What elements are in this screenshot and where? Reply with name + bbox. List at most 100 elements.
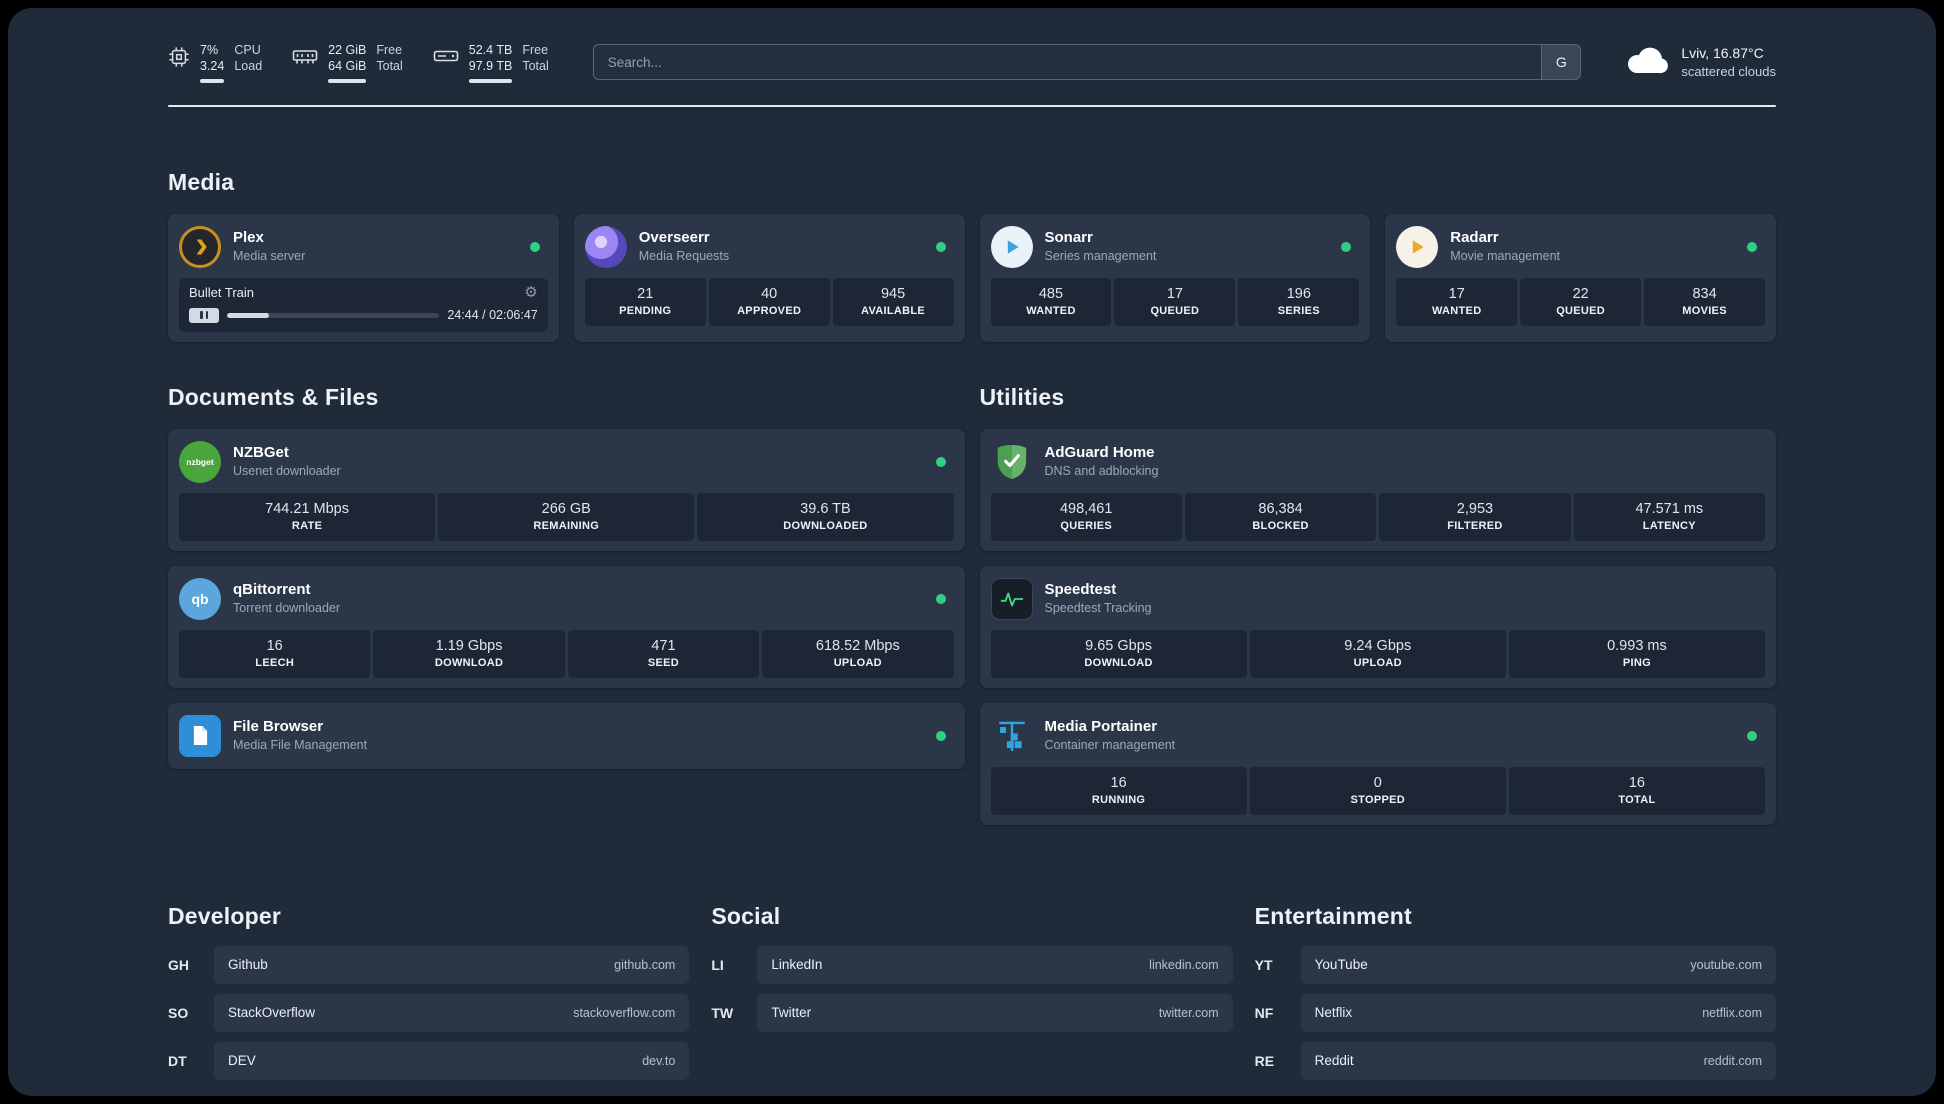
stat-tile: 9.65 Gbps DOWNLOAD xyxy=(990,629,1247,678)
stat-label: STOPPED xyxy=(1350,793,1405,806)
bookmark-domain: netflix.com xyxy=(1702,1005,1762,1020)
stat-label: RATE xyxy=(291,519,323,532)
bookmark-abbr: NF xyxy=(1254,1004,1274,1021)
stat-tile: 16 RUNNING xyxy=(990,766,1247,815)
stat-tile: 196 SERIES xyxy=(1238,277,1360,326)
search-engine-button[interactable]: G xyxy=(1541,44,1582,81)
app-title: NZBGet xyxy=(233,443,289,461)
bookmark-abbr: RE xyxy=(1254,1052,1275,1069)
weather-location: Lviv, 16.87°C xyxy=(1681,45,1764,62)
app-card-plex[interactable]: Plex Media server Bullet Train ⚙ 24:44 /… xyxy=(168,213,559,342)
cpu-meter-bar xyxy=(200,78,225,83)
app-card-radarr[interactable]: Radarr Movie management 17 WANTED 22 QUE… xyxy=(1385,213,1776,342)
nzbget-icon: nzbget xyxy=(179,440,221,483)
disk-free-label: Free xyxy=(522,43,549,57)
stat-tile: 1.19 Gbps DOWNLOAD xyxy=(373,629,565,678)
stat-label: SERIES xyxy=(1277,304,1320,317)
bookmark-link-linkedin[interactable]: LinkedIn linkedin.com xyxy=(757,945,1233,984)
app-card-portainer[interactable]: Media Portainer Container management 16 … xyxy=(979,702,1776,825)
bookmark-row: SO StackOverflow stackoverflow.com xyxy=(168,993,690,1032)
bookmark-row: YT YouTube youtube.com xyxy=(1255,945,1776,984)
app-card-nzbget[interactable]: nzbget NZBGet Usenet downloader 744.21 M… xyxy=(168,428,965,551)
stat-label: SEED xyxy=(647,656,680,669)
stat-label: AVAILABLE xyxy=(861,304,926,317)
stat-tile: 498,461 QUERIES xyxy=(990,492,1182,541)
bookmarks-area: Developer GH Github github.com SO StackO… xyxy=(168,903,1776,1097)
app-title: AdGuard Home xyxy=(1044,443,1155,461)
app-card-overseerr[interactable]: Overseerr Media Requests 21 PENDING 40 A… xyxy=(573,213,965,342)
disk-total-value: 97.9 TB xyxy=(468,59,513,74)
stat-value: 47.571 ms xyxy=(1635,500,1704,517)
stat-tile: 40 APPROVED xyxy=(708,277,830,326)
app-subtitle: Series management xyxy=(1044,249,1157,264)
bookmark-domain: stackoverflow.com xyxy=(573,1005,676,1020)
bookmark-link-github[interactable]: Github github.com xyxy=(214,945,690,984)
stat-label: WANTED xyxy=(1431,304,1482,317)
stat-value: 17 xyxy=(1166,285,1183,302)
bookmark-link-reddit[interactable]: Reddit reddit.com xyxy=(1300,1041,1776,1080)
stat-value: 86,384 xyxy=(1258,500,1303,517)
bookmark-name: DEV xyxy=(228,1053,256,1068)
bookmark-link-dev[interactable]: DEV dev.to xyxy=(214,1041,690,1080)
stat-label: APPROVED xyxy=(737,304,802,317)
section-heading-documents: Documents & Files xyxy=(168,383,379,410)
stat-value: 0 xyxy=(1373,774,1382,791)
bookmark-link-twitter[interactable]: Twitter twitter.com xyxy=(757,993,1233,1032)
app-card-adguard[interactable]: AdGuard Home DNS and adblocking 498,461 … xyxy=(979,428,1776,551)
bookmark-domain: github.com xyxy=(614,957,676,972)
bookmark-link-stackoverflow[interactable]: StackOverflow stackoverflow.com xyxy=(214,993,690,1032)
stat-value: 9.65 Gbps xyxy=(1085,637,1153,654)
memory-total-value: 64 GiB xyxy=(328,59,367,74)
nzbget-icon-text: nzbget xyxy=(186,456,214,467)
memory-total-label: Total xyxy=(376,59,403,74)
pause-icon[interactable] xyxy=(189,307,219,323)
disk-meter-bar xyxy=(468,78,513,83)
stat-tile: 266 GB REMAINING xyxy=(438,492,695,541)
filebrowser-icon xyxy=(179,714,221,757)
bookmark-abbr: LI xyxy=(711,956,724,973)
app-card-filebrowser[interactable]: File Browser Media File Management xyxy=(168,702,965,769)
stat-tile: 0.993 ms PING xyxy=(1508,629,1766,678)
stat-label: LEECH xyxy=(255,656,295,669)
section-heading-developer: Developer xyxy=(168,902,282,929)
stat-tile: 39.6 TB DOWNLOADED xyxy=(697,492,954,541)
bookmark-name: StackOverflow xyxy=(228,1005,316,1020)
stat-value: 16 xyxy=(1628,774,1645,791)
bookmark-link-netflix[interactable]: Netflix netflix.com xyxy=(1300,993,1776,1032)
app-card-sonarr[interactable]: Sonarr Series management 485 WANTED 17 Q… xyxy=(979,213,1371,342)
sonarr-icon xyxy=(990,225,1033,268)
main-columns: Documents & Files nzbget NZBGet Usenet d… xyxy=(168,384,1776,825)
bookmark-name: Twitter xyxy=(771,1005,812,1020)
bookmark-abbr: GH xyxy=(168,956,189,973)
bookmark-domain: youtube.com xyxy=(1690,957,1762,972)
bookmark-row: GH Github github.com xyxy=(168,945,690,984)
media-grid: Plex Media server Bullet Train ⚙ 24:44 /… xyxy=(168,213,1776,342)
stat-label: DOWNLOADED xyxy=(783,519,868,532)
cpu-label: CPU xyxy=(234,43,261,57)
bookmark-name: Reddit xyxy=(1314,1053,1354,1068)
stat-value: 471 xyxy=(651,637,676,654)
stat-tile: 47.571 ms LATENCY xyxy=(1573,492,1765,541)
bookmark-link-youtube[interactable]: YouTube youtube.com xyxy=(1300,945,1776,984)
stat-tile: 744.21 Mbps RATE xyxy=(179,492,436,541)
stat-value: 1.19 Gbps xyxy=(435,637,503,654)
app-card-speedtest[interactable]: Speedtest Speedtest Tracking 9.65 Gbps D… xyxy=(979,565,1776,688)
disk-widget: 52.4 TB 97.9 TB Free Total xyxy=(433,42,549,83)
cpu-load-value: 3.24 xyxy=(200,59,225,74)
stat-label: MOVIES xyxy=(1682,304,1727,317)
cpu-widget: 7% 3.24 CPU Load xyxy=(168,42,262,83)
stat-tile: 2,953 FILTERED xyxy=(1379,492,1571,541)
app-subtitle: Container management xyxy=(1044,738,1176,753)
app-title: Sonarr xyxy=(1044,228,1093,246)
section-heading-social: Social xyxy=(711,902,781,929)
app-title: Radarr xyxy=(1450,228,1499,246)
stat-tile: 9.24 Gbps UPLOAD xyxy=(1249,629,1506,678)
gear-icon[interactable]: ⚙ xyxy=(524,283,538,301)
app-card-qbittorrent[interactable]: qb qBittorrent Torrent downloader 16 xyxy=(168,565,965,688)
search-input[interactable] xyxy=(592,44,1542,81)
stat-value: 0.993 ms xyxy=(1607,637,1667,654)
app-subtitle: Media server xyxy=(233,249,306,264)
online-status-dot xyxy=(935,456,946,467)
app-title: Plex xyxy=(233,228,264,246)
section-heading-media: Media xyxy=(168,168,235,195)
